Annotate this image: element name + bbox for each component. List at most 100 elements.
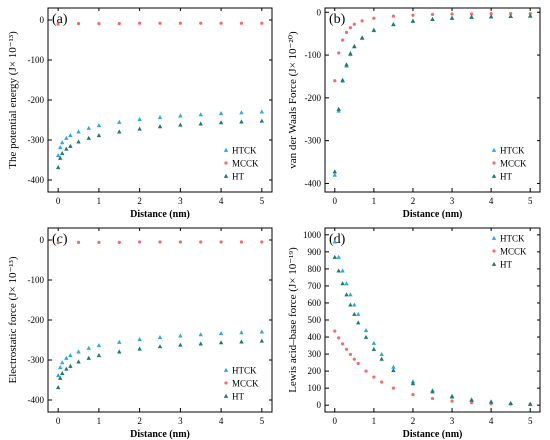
legend-marker-MCCK (492, 161, 496, 165)
plot-frame (324, 7, 541, 193)
x-tick-label: 1 (372, 196, 377, 206)
data-point-HT (259, 118, 265, 123)
y-tick-label: 0 (40, 235, 45, 245)
data-point-HTCK (55, 153, 61, 158)
chart-panel-2: 0 1 2 3 4 5 0 -100 -200 -300 -400 Distance (nm) Elec… (7, 227, 273, 440)
y-tick-label: 400 (308, 332, 322, 342)
x-tick-label: 3 (178, 196, 183, 206)
x-axis-label: Distance (nm) (130, 429, 190, 440)
y-tick-label: 200 (308, 366, 322, 376)
data-point-HT (332, 169, 337, 174)
data-point-MCCK (76, 240, 81, 244)
data-point-HTCK (218, 331, 224, 336)
x-tick-label: 0 (333, 196, 338, 206)
data-point-HTCK (332, 239, 337, 244)
data-point-HT (86, 355, 91, 360)
y-tick-label: -100 (28, 55, 45, 65)
data-point-MCCK (158, 21, 162, 25)
legend-label: HTCK (232, 146, 257, 156)
x-tick-label: 3 (450, 196, 455, 206)
data-point-MCCK (348, 26, 353, 30)
data-point-MCCK (344, 30, 349, 34)
y-tick-label: -400 (28, 395, 45, 405)
panel-label: (d) (329, 232, 346, 247)
legend: HTCK MCCK HT (491, 146, 527, 182)
data-point-MCCK (239, 21, 244, 25)
data-point-HT (430, 16, 435, 21)
data-point-MCCK (380, 380, 384, 384)
data-point-HTCK (332, 172, 337, 177)
data-point-HT (344, 292, 349, 297)
x-tick-label: 4 (219, 196, 224, 206)
data-point-HTCK (371, 340, 377, 345)
data-point-HT (488, 399, 494, 404)
data-point-HT (469, 397, 474, 402)
data-point-MCCK (352, 22, 356, 26)
data-point-HTCK (178, 113, 183, 118)
data-point-HTCK (86, 125, 91, 130)
data-point-HT (371, 346, 377, 351)
data-point-MCCK (260, 240, 264, 244)
legend-marker-MCCK (224, 381, 228, 385)
data-point-MCCK (219, 240, 223, 244)
series-MCCK (56, 240, 264, 245)
data-point-HTCK (198, 332, 203, 337)
legend-label: HT (500, 172, 512, 182)
legend-marker-HTCK (491, 235, 497, 240)
data-point-MCCK (469, 401, 474, 405)
y-tick-label: -300 (305, 136, 322, 146)
x-tick-label: 2 (411, 196, 416, 206)
data-point-HT (259, 338, 265, 343)
data-point-HTCK (60, 360, 65, 365)
series-HT (332, 254, 533, 406)
data-point-HTCK (259, 109, 265, 114)
legend-label: HTCK (232, 366, 257, 376)
legend-marker-HT (223, 393, 229, 398)
data-point-HT (117, 349, 122, 354)
data-point-HTCK (259, 329, 265, 334)
data-point-HTCK (348, 292, 353, 297)
data-point-HT (178, 122, 183, 127)
x-tick-label: 5 (260, 196, 265, 206)
data-point-HTCK (96, 343, 102, 348)
panel-label: (a) (52, 12, 68, 27)
data-point-HT (391, 368, 396, 373)
data-point-HT (55, 385, 61, 390)
data-point-HT (68, 143, 73, 148)
y-axis-label: van der Waals Force (J× 10⁻²⁰) (287, 31, 299, 169)
data-point-HTCK (55, 373, 61, 378)
panel-label: (c) (52, 232, 68, 247)
data-point-HT (449, 15, 455, 20)
data-point-HTCK (239, 330, 244, 335)
data-point-MCCK (178, 240, 182, 244)
data-point-HTCK (68, 133, 73, 138)
chart-panel-0: 0 1 2 3 4 5 0 -100 -200 -300 -400 Distance (nm) The … (7, 7, 273, 220)
data-point-HT (332, 254, 337, 259)
data-point-MCCK (219, 21, 223, 25)
data-point-HTCK (60, 140, 65, 145)
data-point-MCCK (333, 79, 337, 83)
data-point-MCCK (138, 240, 142, 244)
y-tick-label: 800 (308, 264, 322, 274)
data-point-HTCK (76, 349, 81, 354)
data-point-HTCK (117, 119, 122, 124)
data-point-MCCK (239, 240, 244, 244)
x-tick-label: 1 (97, 416, 102, 426)
data-point-HT (469, 14, 474, 19)
y-tick-label: 0 (40, 15, 45, 25)
data-point-HTCK (178, 333, 183, 338)
data-point-MCCK (117, 240, 121, 244)
data-point-HT (68, 363, 73, 368)
data-point-HT (96, 353, 102, 358)
y-tick-label: -400 (28, 175, 45, 185)
y-tick-label: 700 (308, 281, 322, 291)
legend-marker-MCCK (492, 249, 496, 253)
data-point-HT (137, 346, 142, 351)
series-HTCK (55, 109, 265, 158)
legend-label: MCCK (500, 247, 527, 257)
data-point-HTCK (239, 110, 244, 115)
data-point-HT (488, 14, 494, 19)
data-point-HTCK (379, 351, 384, 356)
legend-marker-HTCK (491, 147, 497, 152)
data-point-HT (218, 340, 224, 345)
